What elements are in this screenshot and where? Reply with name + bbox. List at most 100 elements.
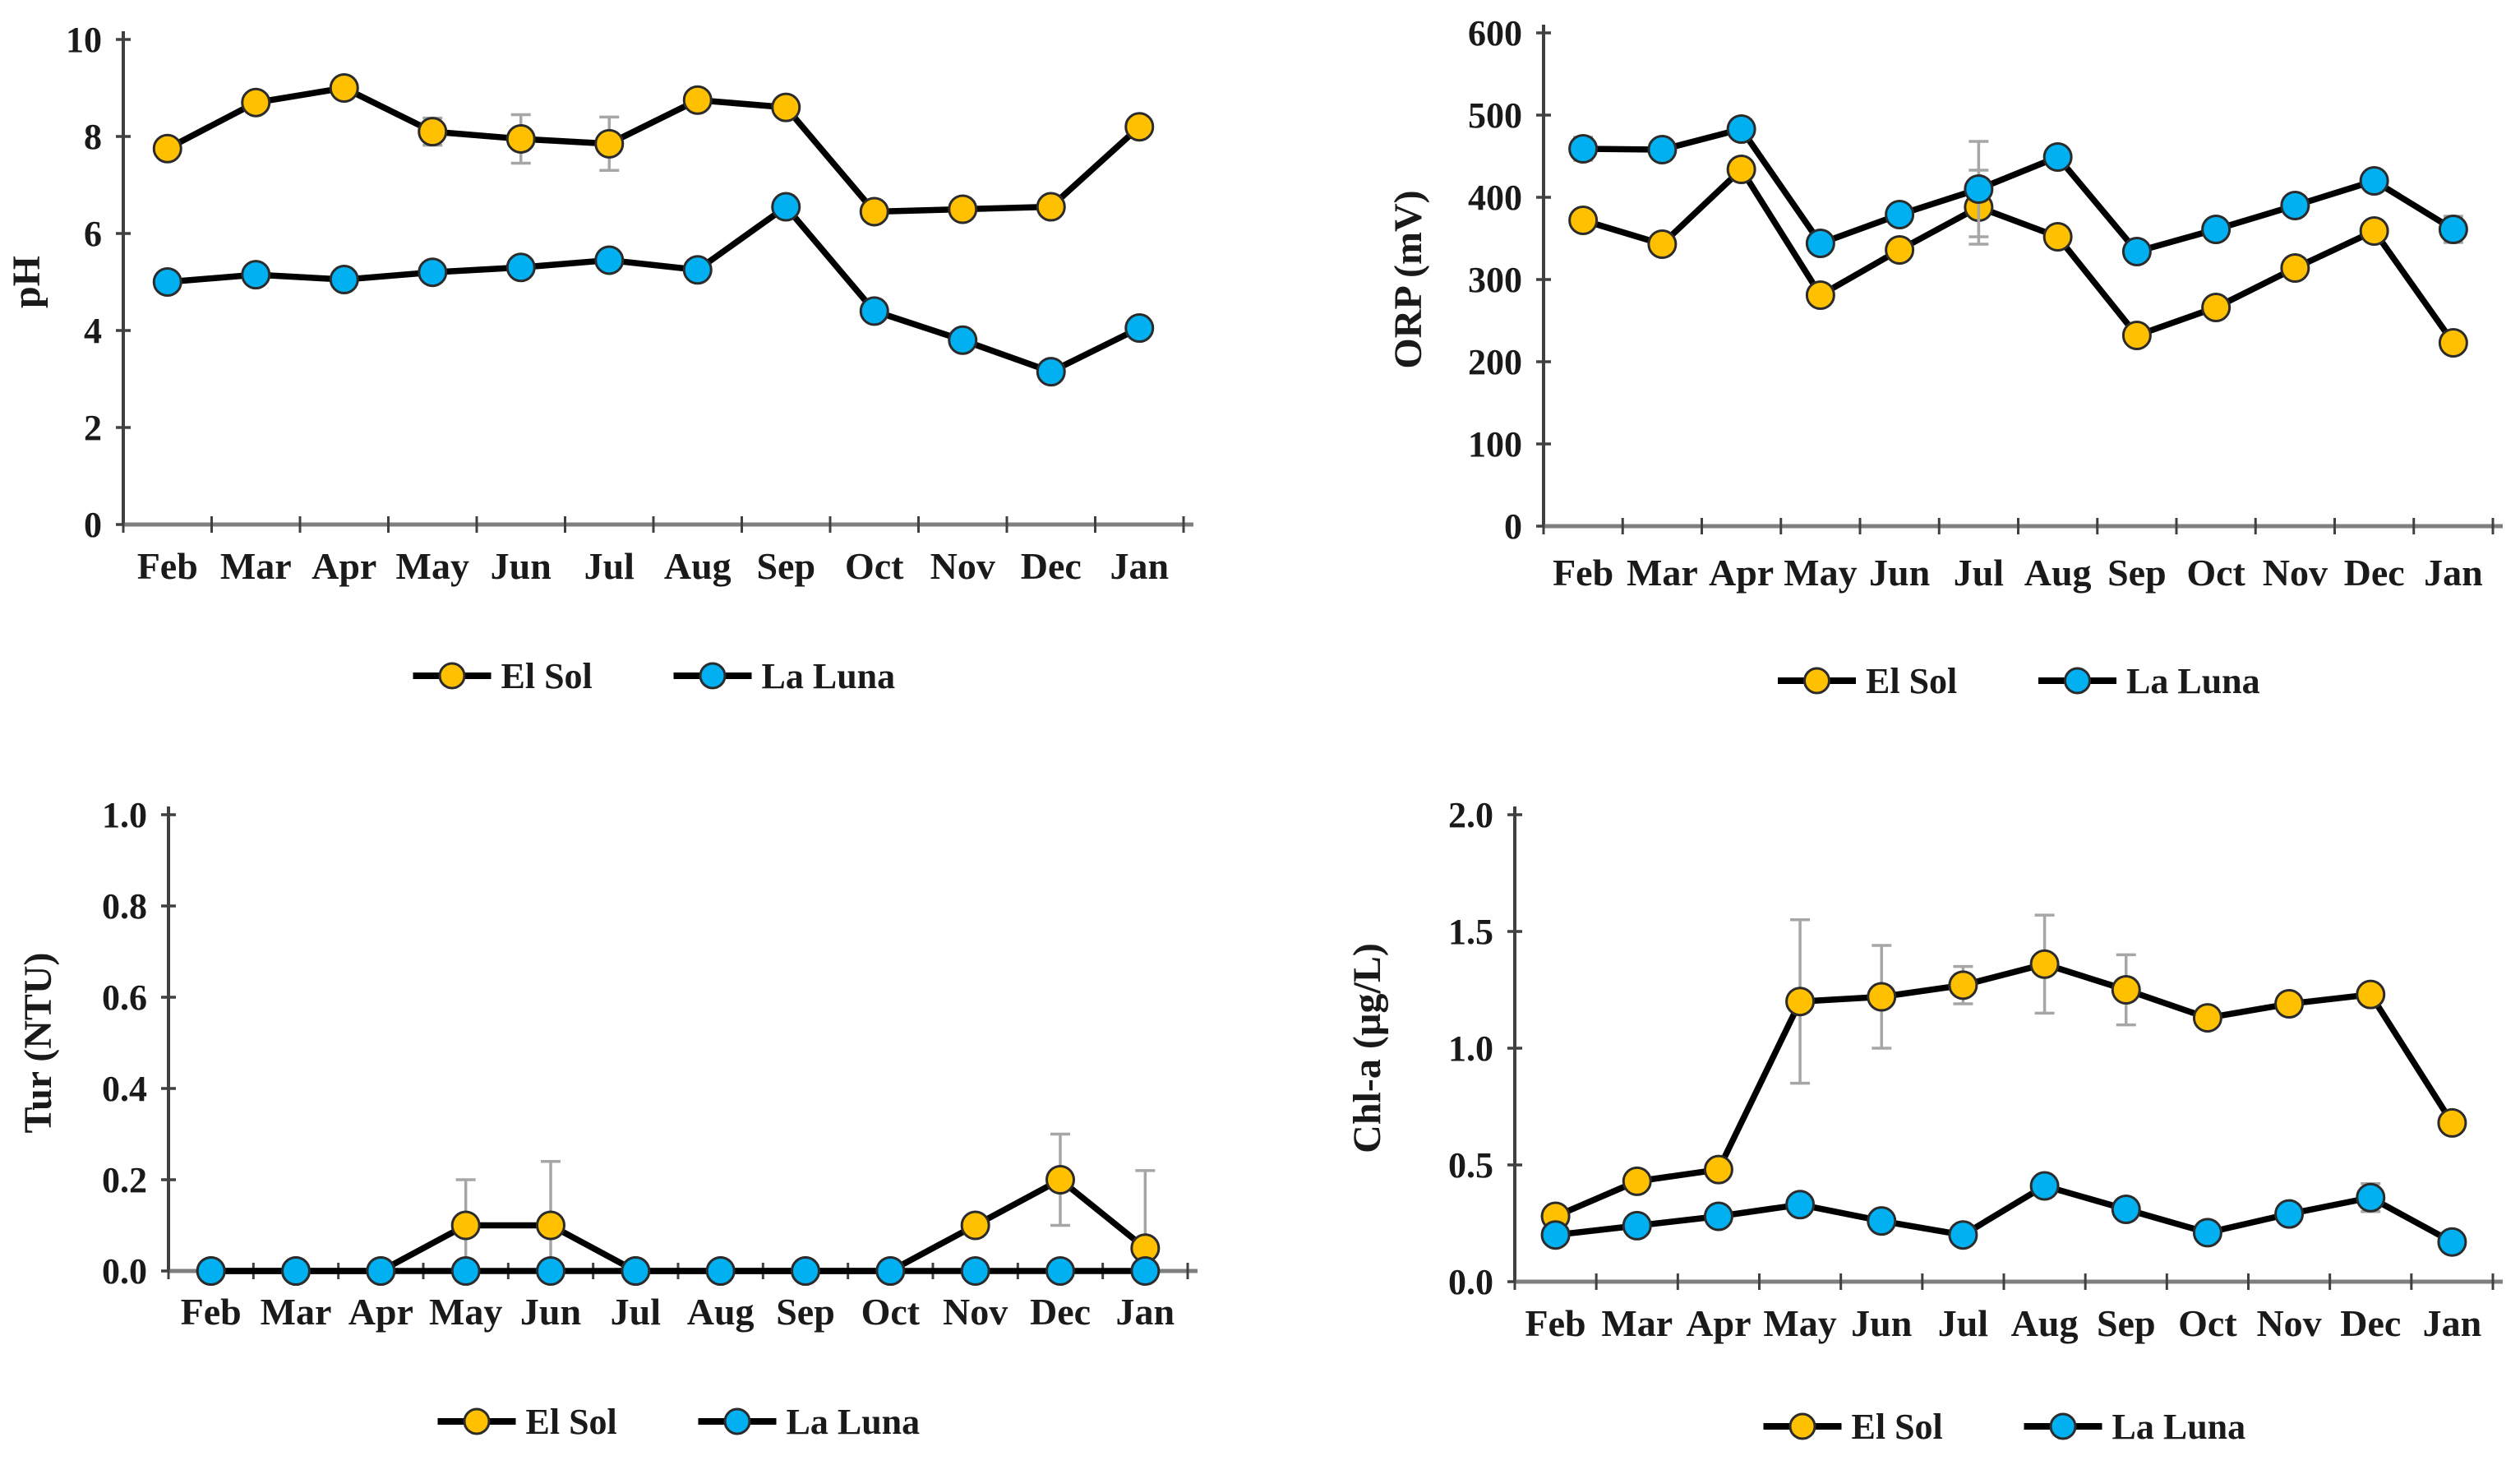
x-category-label: Jul bbox=[584, 545, 635, 587]
marker-la-luna bbox=[594, 245, 625, 275]
y-tick-label: 0.0 bbox=[1448, 1262, 1493, 1302]
y-tick-label: 2.0 bbox=[1448, 795, 1493, 835]
y-tick-label: 500 bbox=[1468, 95, 1522, 136]
marker-el-sol bbox=[594, 128, 625, 159]
marker-la-luna bbox=[2437, 1227, 2467, 1257]
marker-la-luna bbox=[418, 257, 448, 288]
marker-la-luna bbox=[705, 1256, 736, 1286]
chart-panel-orp: 0 100 200 300 400 500 600 ORP (mV) Feb Mar Apr May J… bbox=[1260, 0, 2520, 732]
series-la-luna bbox=[152, 192, 1155, 387]
marker-el-sol bbox=[505, 123, 536, 154]
marker-la-luna bbox=[329, 265, 359, 295]
x-category-label: Feb bbox=[137, 545, 198, 587]
marker-el-sol bbox=[1568, 206, 1599, 235]
chlorophyll-chart: 0.0 0.5 1.0 1.5 2.0 Chl-a (µg/L) Feb Mar Apr May J… bbox=[1345, 795, 2503, 1447]
legend-label-la-luna: La Luna bbox=[762, 656, 896, 696]
x-category-label: Feb bbox=[1525, 1302, 1586, 1344]
marker-la-luna bbox=[2438, 215, 2468, 244]
marker-la-luna bbox=[196, 1256, 226, 1286]
ph-chart: 0 2 4 6 8 10 pH Feb Mar Apr May Jun Jul Aug Sep Oct Nov D… bbox=[5, 20, 1193, 696]
series-el-sol bbox=[1568, 155, 2468, 358]
marker-la-luna bbox=[2274, 1199, 2305, 1229]
marker-el-sol bbox=[2192, 1003, 2222, 1033]
x-category-label: Jun bbox=[520, 1291, 581, 1333]
y-tick-label: 10 bbox=[66, 20, 102, 60]
marker-la-luna bbox=[2359, 166, 2389, 196]
marker-la-luna bbox=[948, 325, 978, 355]
marker-la-luna bbox=[2042, 142, 2073, 172]
marker-la-luna bbox=[1703, 1201, 1733, 1232]
legend-marker-la-luna bbox=[723, 1407, 751, 1435]
x-category-label: Jan bbox=[1110, 545, 1169, 587]
legend-marker-el-sol bbox=[1803, 667, 1830, 695]
x-category-label: Nov bbox=[943, 1291, 1008, 1333]
marker-el-sol bbox=[960, 1210, 990, 1241]
marker-la-luna bbox=[1948, 1220, 1978, 1250]
x-category-label: May bbox=[1763, 1302, 1836, 1344]
series-el-sol bbox=[196, 1132, 1161, 1286]
series-el-sol bbox=[1540, 913, 2467, 1232]
x-category-label: Apr bbox=[1686, 1302, 1751, 1344]
x-category-label: Oct bbox=[2186, 552, 2245, 594]
legend-label-el-sol: El Sol bbox=[526, 1402, 617, 1442]
y-tick-label: 0.0 bbox=[102, 1251, 147, 1292]
x-category-labels: Feb Mar Apr May Jun Jul Aug Sep Oct Nov Dec Jan bbox=[181, 1291, 1175, 1333]
svg-text:Chl-a (µg/L): Chl-a (µg/L) bbox=[1345, 943, 1389, 1153]
x-category-label: Dec bbox=[2340, 1302, 2401, 1344]
marker-el-sol bbox=[152, 133, 182, 164]
y-axis: 0 100 200 300 400 500 600 bbox=[1468, 13, 1551, 547]
marker-la-luna bbox=[1045, 1256, 1075, 1286]
marker-la-luna bbox=[1726, 114, 1756, 144]
marker-la-luna bbox=[281, 1256, 311, 1286]
x-category-label: Dec bbox=[2344, 552, 2405, 594]
svg-text:Tur (NTU): Tur (NTU) bbox=[16, 952, 60, 1133]
series-la-luna bbox=[1540, 1171, 2467, 1257]
x-category-label: Jan bbox=[2423, 1302, 2482, 1344]
line-la-luna bbox=[164, 203, 1142, 375]
marker-la-luna bbox=[2121, 237, 2152, 266]
line-el-sol bbox=[164, 85, 1142, 215]
x-category-label: Jul bbox=[1954, 552, 2004, 594]
marker-el-sol bbox=[1885, 235, 1915, 265]
x-category-label: Jun bbox=[1869, 552, 1930, 594]
marker-la-luna bbox=[2029, 1171, 2060, 1201]
y-axis: 0.0 0.5 1.0 1.5 2.0 bbox=[1448, 795, 1522, 1302]
marker-el-sol bbox=[418, 117, 448, 147]
marker-el-sol bbox=[329, 73, 359, 103]
legend: El Sol La Luna bbox=[437, 1402, 920, 1442]
legend-label-el-sol: El Sol bbox=[501, 656, 593, 696]
marker-la-luna bbox=[1785, 1190, 1816, 1220]
marker-el-sol bbox=[1805, 280, 1835, 310]
x-category-label: Sep bbox=[776, 1291, 835, 1333]
marker-el-sol bbox=[1867, 982, 1897, 1012]
marker-la-luna bbox=[505, 252, 536, 283]
x-category-label: Mar bbox=[261, 1291, 332, 1333]
marker-el-sol bbox=[2280, 253, 2310, 283]
x-category-label: Jan bbox=[1116, 1291, 1175, 1333]
series-la-luna bbox=[196, 1256, 1161, 1286]
legend-marker-la-luna bbox=[699, 662, 727, 690]
y-tick-label: 200 bbox=[1468, 342, 1522, 382]
marker-el-sol bbox=[2356, 979, 2386, 1010]
legend: El Sol La Luna bbox=[413, 656, 896, 696]
marker-el-sol bbox=[2121, 321, 2152, 350]
marker-el-sol bbox=[1124, 112, 1155, 142]
y-axis-title: Chl-a (µg/L) bbox=[1345, 943, 1389, 1153]
marker-el-sol bbox=[859, 196, 889, 227]
marker-el-sol bbox=[2042, 222, 2073, 252]
marker-la-luna bbox=[859, 296, 889, 326]
y-tick-label: 600 bbox=[1468, 13, 1522, 53]
x-category-label: Sep bbox=[2097, 1302, 2156, 1344]
marker-el-sol bbox=[2437, 1107, 2467, 1138]
y-tick-label: 1.5 bbox=[1448, 912, 1493, 952]
series-el-sol bbox=[152, 73, 1155, 227]
marker-la-luna bbox=[1964, 174, 1994, 204]
x-category-label: Jan bbox=[2424, 552, 2483, 594]
marker-la-luna bbox=[1568, 134, 1599, 164]
marker-la-luna bbox=[450, 1256, 481, 1286]
x-category-labels: Feb Mar Apr May Jun Jul Aug Sep Oct Nov Dec Jan bbox=[1553, 552, 2483, 594]
line-el-sol bbox=[1552, 961, 2456, 1220]
y-axis-title: ORP (mV) bbox=[1387, 190, 1430, 368]
marker-la-luna bbox=[1036, 357, 1066, 387]
